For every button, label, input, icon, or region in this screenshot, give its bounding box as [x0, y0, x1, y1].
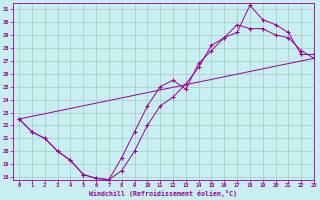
- X-axis label: Windchill (Refroidissement éolien,°C): Windchill (Refroidissement éolien,°C): [89, 190, 237, 197]
